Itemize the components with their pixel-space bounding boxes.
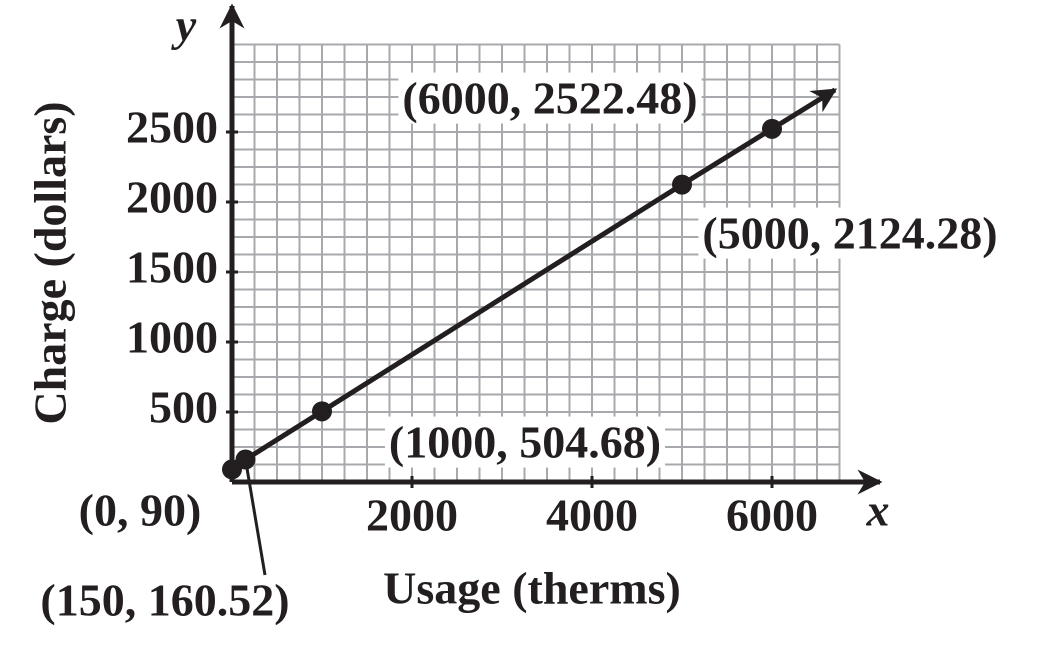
x-tick-label: 6000	[726, 490, 818, 541]
y-tick-label: 2500	[126, 102, 218, 153]
line-arrow	[770, 87, 838, 131]
data-label: (0, 90)	[79, 485, 202, 536]
data-label: (1000, 504.68)	[389, 417, 661, 468]
y-axis-title: Charge (dollars)	[25, 101, 76, 424]
x-tick-label: 4000	[546, 490, 638, 541]
leader-line	[244, 459, 267, 576]
y-tick-label: 500	[149, 382, 218, 433]
label-background	[398, 72, 702, 124]
y-axis-letter: y	[171, 0, 197, 51]
y-tick-label: 2000	[126, 172, 218, 223]
data-label: (150, 160.52)	[40, 575, 289, 626]
data-label: (6000, 2522.48)	[402, 73, 697, 124]
label-background	[698, 207, 1002, 259]
x-tick-label: 2000	[366, 490, 458, 541]
data-label: (5000, 2124.28)	[702, 208, 997, 259]
label-background	[384, 416, 666, 468]
x-axis-letter: x	[866, 485, 890, 536]
y-tick-label: 1500	[126, 242, 218, 293]
point	[312, 401, 332, 422]
point	[672, 174, 692, 195]
point	[762, 118, 782, 139]
y-tick-label: 1000	[126, 312, 218, 363]
x-axis-title: Usage (therms)	[383, 563, 681, 614]
